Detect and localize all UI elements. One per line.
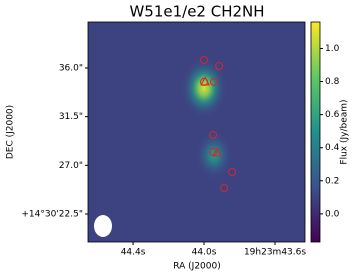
chart-title: W51e1/e2 CH2NH: [129, 3, 264, 21]
colorbar-tick-label: 0.6: [325, 110, 340, 120]
circle-marker: [209, 130, 218, 139]
triangle-marker: [212, 147, 222, 157]
colorbar: [310, 21, 321, 243]
y-tick-label: +14°30'22.5": [21, 209, 83, 219]
y-tick-label: 36.0": [59, 63, 83, 73]
colorbar-label: Flux (Jy/beam): [340, 99, 350, 164]
circle-marker: [215, 62, 224, 71]
image-background: [88, 22, 305, 242]
x-axis-label: RA (J2000): [173, 262, 221, 272]
colorbar-tick-label: 1.0: [325, 44, 340, 54]
y-tick-label: 31.5": [59, 112, 83, 122]
colorbar-tick-label: 0.2: [325, 176, 339, 186]
colorbar-tick-label: 0.0: [325, 209, 340, 219]
circle-marker: [200, 55, 209, 64]
triangle-marker: [200, 76, 210, 86]
y-axis-label: DEC (J2000): [6, 105, 16, 159]
colorbar-tick-label: 0.4: [325, 143, 340, 153]
x-tick-label: 44.4s: [121, 248, 146, 258]
circle-marker: [209, 77, 218, 86]
circle-marker: [220, 183, 229, 192]
colorbar-tick-label: 0.8: [325, 77, 340, 87]
x-tick-label: 19h23m43.6s: [244, 248, 306, 258]
y-tick-label: 27.0": [59, 161, 83, 171]
x-tick-label: 44.0s: [192, 248, 217, 258]
emission-source: [181, 58, 227, 118]
circle-marker: [228, 167, 237, 176]
beam: [94, 215, 112, 237]
plot-frame: [87, 21, 306, 243]
